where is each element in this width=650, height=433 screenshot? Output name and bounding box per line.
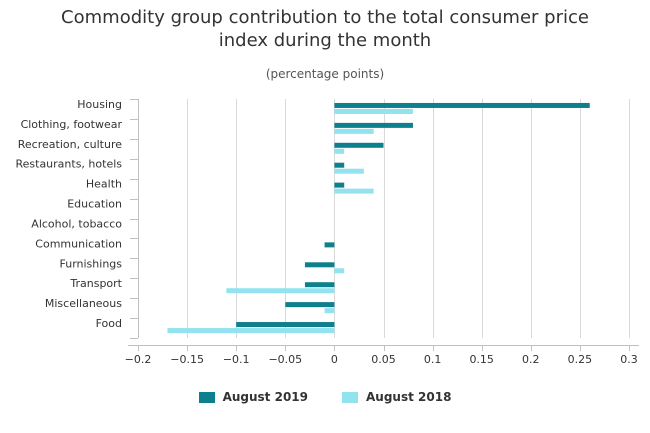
- bar-august-2019-10: [285, 302, 335, 308]
- chart-title-line-2: index during the month: [218, 30, 432, 51]
- bar-august-2019-11: [236, 322, 335, 328]
- category-label-9: Transport: [69, 277, 122, 290]
- bar-august-2018-0: [334, 108, 413, 114]
- category-label-10: Miscellaneous: [45, 297, 122, 310]
- bar-august-2019-9: [304, 282, 335, 288]
- chart-title-line-1: Commodity group contribution to the tota…: [61, 7, 589, 28]
- chart-title: Commodity group contribution to the tota…: [25, 6, 625, 52]
- legend-swatch-august-2019: [198, 391, 215, 403]
- category-label-4: Health: [86, 178, 122, 191]
- legend-label-august-2018: August 2018: [366, 390, 452, 404]
- legend-item-august-2019[interactable]: August 2019: [198, 390, 308, 404]
- category-label-0: Housing: [77, 98, 122, 111]
- category-label-11: Food: [96, 317, 122, 330]
- legend-item-august-2018[interactable]: August 2018: [342, 390, 451, 404]
- x-tick-label-9: 0.25: [568, 353, 593, 366]
- x-tick-label-0: −0.2: [125, 353, 152, 366]
- x-tick-label-10: 0.3: [620, 353, 638, 366]
- bar-august-2019-7: [324, 242, 335, 248]
- bar-august-2018-4: [334, 188, 374, 194]
- x-tick-label-7: 0.15: [469, 353, 494, 366]
- bar-august-2018-10: [324, 308, 335, 314]
- legend: August 2019 August 2018: [0, 390, 650, 404]
- bar-august-2018-2: [334, 148, 345, 154]
- bar-august-2018-8: [334, 268, 345, 274]
- x-tick-label-3: −0.05: [268, 353, 302, 366]
- bar-august-2019-4: [334, 182, 345, 188]
- category-label-6: Alcohol, tobacco: [31, 217, 122, 230]
- x-tick-label-6: 0.1: [424, 353, 442, 366]
- chart-subtitle: (percentage points): [265, 67, 385, 81]
- bar-august-2019-3: [334, 162, 345, 168]
- bar-august-2018-1: [334, 128, 374, 134]
- plot-area: −0.2 −0.15 −0.1 −0.05 0 0.05 0.1 0.15 0.2 0.25 0.3…: [15, 98, 639, 366]
- bar-august-2019-8: [304, 262, 335, 268]
- x-tick-label-4: 0: [331, 353, 338, 366]
- category-label-7: Communication: [35, 237, 122, 250]
- legend-swatch-august-2018: [342, 391, 358, 403]
- category-label-1: Clothing, footwear: [21, 118, 123, 131]
- x-tick-label-1: −0.15: [170, 353, 204, 366]
- x-tick-label-5: 0.05: [371, 353, 396, 366]
- x-tick-label-8: 0.2: [522, 353, 540, 366]
- x-tick-label-2: −0.1: [223, 353, 250, 366]
- legend-label-august-2019: August 2019: [222, 390, 308, 404]
- bar-august-2018-3: [334, 168, 364, 174]
- bar-august-2018-9: [226, 288, 335, 294]
- bar-august-2019-1: [334, 122, 413, 128]
- bar-august-2018-11: [167, 328, 335, 334]
- category-label-8: Furnishings: [60, 257, 123, 270]
- bar-august-2019-0: [334, 102, 590, 108]
- category-label-5: Education: [67, 198, 122, 211]
- bar-august-2019-2: [334, 142, 384, 148]
- category-label-3: Restaurants, hotels: [15, 158, 122, 171]
- category-label-2: Recreation, culture: [18, 138, 122, 151]
